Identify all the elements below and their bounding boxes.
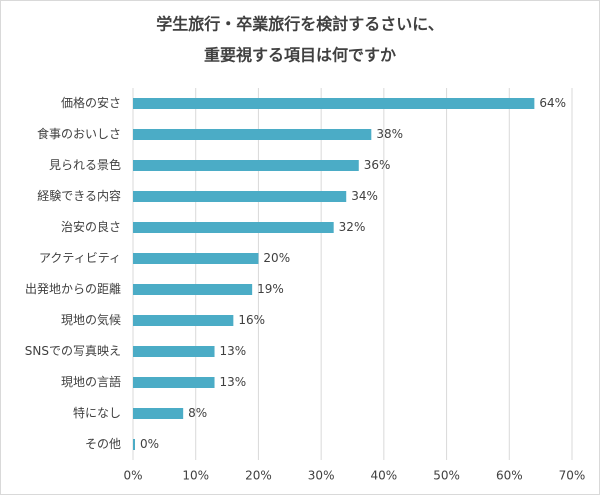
x-tick-label: 20% [245,469,272,483]
y-tick-label: 経験できる内容 [37,188,121,203]
data-label: 0% [140,437,159,451]
x-tick-label: 40% [371,469,398,483]
bar [133,377,215,388]
bar [133,98,535,109]
bar [133,315,234,326]
y-tick-label: 現地の気候 [61,312,121,327]
x-tick-label: 50% [433,469,460,483]
y-tick-label: 特になし [73,405,121,420]
bar [133,222,334,233]
y-tick-label: 現地の言語 [61,374,121,389]
bar [133,129,372,140]
data-label: 36% [364,158,391,172]
bar [133,160,359,171]
bar [133,439,135,450]
data-label: 20% [263,251,290,265]
y-tick-label: 見られる景色 [49,158,121,172]
data-label: 38% [376,127,403,141]
chart-title: 重要視する項目は何ですか [204,46,396,65]
x-tick-label: 70% [559,469,586,483]
x-tick-label: 0% [123,469,142,483]
y-tick-label: 出発地からの距離 [25,282,121,296]
bar [133,253,259,264]
y-tick-label: アクティビティ [39,251,121,265]
bar [133,284,253,295]
x-tick-label: 60% [496,469,523,483]
y-tick-label: 治安の良さ [61,219,121,234]
x-tick-label: 10% [182,469,209,483]
chart-title: 学生旅行・卒業旅行を検討するさいに、 [156,15,444,34]
bar [133,408,184,419]
data-label: 16% [238,313,265,327]
bar [133,191,347,202]
data-label: 13% [220,344,247,358]
data-label: 8% [188,406,207,420]
bar [133,346,215,357]
data-label: 64% [539,96,566,110]
y-tick-label: その他 [85,437,121,451]
data-label: 32% [339,220,366,234]
y-tick-label: SNSでの写真映え [25,344,121,358]
y-tick-label: 食事のおいしさ [37,126,121,141]
x-tick-label: 30% [308,469,335,483]
y-tick-label: 価格の安さ [61,95,121,110]
data-label: 34% [351,189,378,203]
data-label: 13% [220,375,247,389]
data-label: 19% [257,282,284,296]
